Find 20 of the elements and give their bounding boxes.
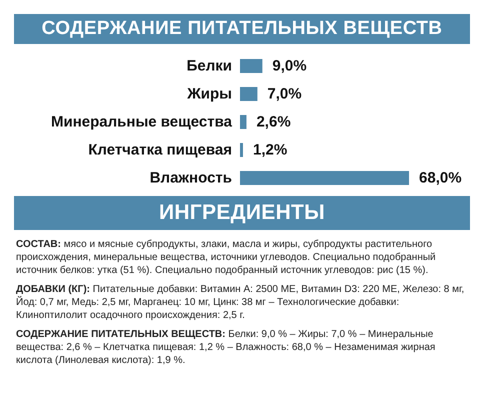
bar	[240, 87, 258, 101]
text: ДОБАВКИ (КГ): Питательные добавки: Витамин А: 2500 МЕ, Витамин D3: 220 МЕ, Железо: 8 мг, Йод: 0,7 мг, Медь: 2,5 мг, Марганец: 10 мг, Цинк: 38 мг – Технологические добавки: Клиноптилолит осадочного происхождения: 2,5 г.	[16, 283, 466, 322]
data-label: 9,0%	[272, 58, 307, 74]
text: СОДЕРЖАНИЕ ПИТАТЕЛЬНЫХ ВЕЩЕСТВ: Белки: 9,0 % – Жиры: 7,0 % – Минеральные вещества: 2,6 % – Клетчатка пищевая: 1,2 % – Влажность: 68,0 % – Незаменимая жирная кислота (Линолевая кислота): 1,9 %.	[16, 328, 436, 367]
data-label: 2,6%	[256, 114, 291, 130]
y-tick-label: Минеральные вещества	[51, 114, 233, 130]
bar	[240, 143, 243, 157]
y-tick-label: Клетчатка пищевая	[88, 142, 232, 158]
y-tick-label: Белки	[186, 58, 232, 74]
bar	[240, 171, 410, 185]
bar	[240, 59, 262, 73]
text: СОСТАВ: мясо и мясные субпродукты, злаки, масла и жиры, субпродукты растительного происхождения, минеральные вещества, источники углеводов. Специально подобранный источник белков: утка (51 %). Специально подобранный источник углеводов: рис (15 %).	[16, 238, 437, 277]
chart-title: СОДЕРЖАНИЕ ПИТАТЕЛЬНЫХ ВЕЩЕСТВ	[14, 14, 470, 44]
data-label: 68,0%	[419, 170, 462, 186]
data-label: 1,2%	[252, 142, 288, 158]
y-tick-label: Жиры	[186, 86, 232, 102]
bar	[240, 115, 246, 129]
y-tick-label: Влажность	[150, 170, 232, 186]
data-label: 7,0%	[267, 86, 302, 102]
text: ИНГРЕДИЕНТЫ	[14, 196, 470, 230]
